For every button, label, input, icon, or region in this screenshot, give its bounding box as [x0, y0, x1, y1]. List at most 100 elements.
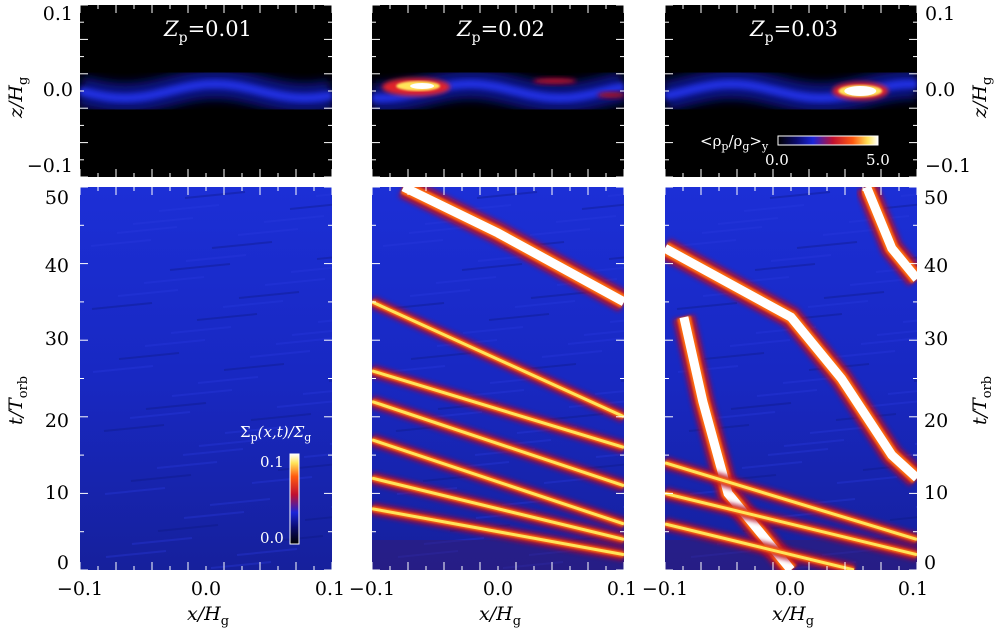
sigma-colorbar-max: 0.1 — [260, 453, 284, 471]
texture-streak — [729, 339, 791, 347]
texture-streak — [236, 548, 298, 556]
texture-streak — [860, 337, 917, 345]
title1-var: Z — [163, 17, 179, 41]
texture-streak — [410, 352, 472, 360]
xlabel-p3: x/Hg — [772, 603, 814, 629]
filament-core-5 — [665, 491, 917, 557]
xlabel-p1-sub: g — [221, 614, 229, 629]
sigma-sub-p: p — [251, 431, 258, 444]
texture-streak — [665, 187, 676, 188]
texture-streak — [701, 226, 763, 234]
xtick-p1-0.1: 0.1 — [315, 578, 345, 600]
xlabel-p2: x/Hg — [479, 603, 521, 629]
texture-streak — [409, 289, 471, 297]
texture-streak — [275, 337, 332, 345]
texture-streak — [103, 424, 165, 432]
texture-streak — [289, 203, 332, 210]
zlabel-right-sub: g — [980, 77, 995, 85]
texture-streak — [582, 266, 624, 273]
texture-streak — [249, 350, 311, 358]
texture-streak — [315, 193, 332, 197]
texture-streak — [209, 498, 271, 506]
texture-streak — [902, 319, 917, 323]
title1-eq: =0.01 — [188, 17, 252, 41]
texture-streak — [130, 474, 192, 482]
texture-streak — [90, 239, 152, 247]
texture-streak — [823, 291, 885, 299]
texture-streak — [372, 187, 383, 188]
tlabel-right-sub: orb — [980, 376, 995, 398]
texture-streak — [196, 313, 258, 321]
rho-open: <ρ — [700, 132, 722, 150]
texture-streak — [756, 389, 818, 397]
texture-streak — [131, 537, 193, 545]
texture-streak — [423, 537, 485, 545]
texture-streak — [170, 326, 232, 334]
texture-streak — [197, 376, 259, 384]
texture-streak — [914, 442, 917, 445]
top-left-ytick-neg0.1: −0.1 — [27, 155, 73, 177]
bottom-right-ytick-50: 50 — [924, 187, 948, 209]
bottom-left-ytick-10: 10 — [45, 482, 69, 504]
texture-streak — [158, 204, 220, 212]
texture-streak — [198, 439, 260, 447]
texture-streak — [675, 239, 737, 247]
texture-streak — [754, 263, 816, 271]
texture-streak — [849, 278, 911, 286]
sigma-sub-g: g — [304, 431, 311, 444]
texture-streak — [488, 313, 550, 321]
texture-streak — [541, 350, 603, 358]
top-left-ytick-0.0: 0.0 — [43, 79, 73, 101]
xlabel-p1: x/Hg — [187, 603, 229, 629]
xlabel-p2-main: x/H — [479, 603, 513, 625]
texture-streak — [184, 191, 246, 199]
texture-streak — [317, 319, 332, 323]
title1-sub: p — [179, 30, 188, 46]
bottom-right-ytick-10: 10 — [924, 482, 948, 504]
texture-streak — [185, 254, 247, 262]
texture-streak — [743, 204, 805, 212]
zlabel-left: z/Hg — [5, 77, 31, 119]
filament-core-6 — [665, 522, 855, 570]
texture-streak — [530, 291, 592, 299]
filament-core-3 — [862, 187, 917, 282]
texture-streak — [250, 413, 312, 421]
tlabel-left: t/Torb — [5, 376, 31, 425]
xtick-p2-0.0: 0.0 — [483, 578, 513, 600]
spacetime-panel-1 — [79, 186, 333, 571]
secondary-filament — [532, 78, 577, 84]
filament-core-4 — [372, 438, 624, 526]
xlabel-p3-main: x/H — [772, 603, 806, 625]
texture-streak — [807, 300, 869, 308]
sigma-pre: Σ — [240, 423, 251, 441]
bottom-right-ytick-30: 30 — [924, 328, 948, 350]
texture-streak — [397, 550, 459, 558]
texture-streak — [607, 193, 624, 197]
texture-streak — [251, 476, 313, 484]
sigma-mid: (x,t)/Σ — [258, 423, 305, 441]
zlabel-right: z/Hg — [969, 77, 995, 119]
clump-peak — [844, 86, 877, 96]
texture-streak — [302, 390, 332, 395]
xtick-p1-0.0: 0.0 — [191, 578, 221, 600]
texture-streak — [889, 516, 917, 521]
zlabel-right-main: z/H — [969, 85, 991, 119]
tlabel-right-main: t/T — [969, 397, 991, 425]
texture-streak — [382, 239, 444, 247]
texture-streak — [156, 461, 218, 469]
bottom-left-ytick-40: 40 — [45, 255, 69, 277]
texture-streak — [900, 193, 917, 197]
texture-streak — [277, 463, 332, 471]
filament-core-2 — [679, 316, 795, 570]
panel-title-zp-0.02: Zp=0.02 — [456, 17, 545, 46]
dust-layer-1 — [80, 79, 332, 103]
texture-streak — [145, 402, 207, 410]
texture-streak — [767, 448, 829, 456]
texture-streak — [290, 266, 332, 273]
filament-core-3 — [372, 400, 624, 488]
texture-streak — [223, 363, 285, 371]
rho-colorbar-gradient — [777, 135, 879, 146]
texture-streak — [316, 256, 332, 260]
xtick-p3-0.1: 0.1 — [898, 578, 928, 600]
